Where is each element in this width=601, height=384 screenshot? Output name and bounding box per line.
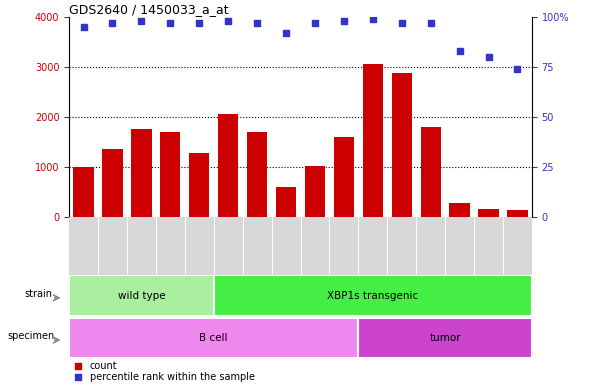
- Point: [224, 18, 233, 24]
- Text: strain: strain: [24, 288, 52, 299]
- Point: [310, 20, 320, 26]
- Point: [195, 20, 204, 26]
- Point: [380, 305, 389, 311]
- Point: [79, 24, 88, 30]
- Point: [252, 20, 262, 26]
- Point: [513, 66, 522, 72]
- Bar: [334, 137, 354, 217]
- Point: [484, 54, 493, 60]
- Point: [108, 20, 117, 26]
- Bar: [69, 275, 214, 316]
- Text: specimen: specimen: [7, 331, 55, 341]
- Bar: [450, 204, 470, 217]
- Bar: [189, 153, 209, 217]
- Bar: [69, 318, 358, 358]
- Bar: [478, 209, 499, 217]
- Point: [380, 205, 389, 211]
- Text: count: count: [90, 361, 118, 371]
- Bar: [218, 114, 239, 217]
- Text: GDS2640 / 1450033_a_at: GDS2640 / 1450033_a_at: [69, 3, 229, 16]
- Text: percentile rank within the sample: percentile rank within the sample: [90, 372, 255, 382]
- Point: [455, 48, 465, 54]
- Bar: [131, 129, 151, 217]
- Text: wild type: wild type: [118, 291, 165, 301]
- Text: XBP1s transgenic: XBP1s transgenic: [327, 291, 418, 301]
- Bar: [214, 275, 532, 316]
- Bar: [358, 318, 532, 358]
- Bar: [362, 64, 383, 217]
- Bar: [421, 127, 441, 217]
- Bar: [507, 210, 528, 217]
- Point: [165, 20, 175, 26]
- Bar: [73, 167, 94, 217]
- Point: [397, 20, 406, 26]
- Bar: [392, 73, 412, 217]
- Point: [136, 18, 146, 24]
- Bar: [247, 132, 267, 217]
- Bar: [276, 187, 296, 217]
- Point: [426, 20, 436, 26]
- Text: B cell: B cell: [200, 333, 228, 343]
- Point: [368, 16, 377, 22]
- Bar: [160, 132, 180, 217]
- Point: [281, 30, 291, 36]
- Text: tumor: tumor: [429, 333, 461, 343]
- Bar: [305, 166, 325, 217]
- Point: [339, 18, 349, 24]
- Bar: [102, 149, 123, 217]
